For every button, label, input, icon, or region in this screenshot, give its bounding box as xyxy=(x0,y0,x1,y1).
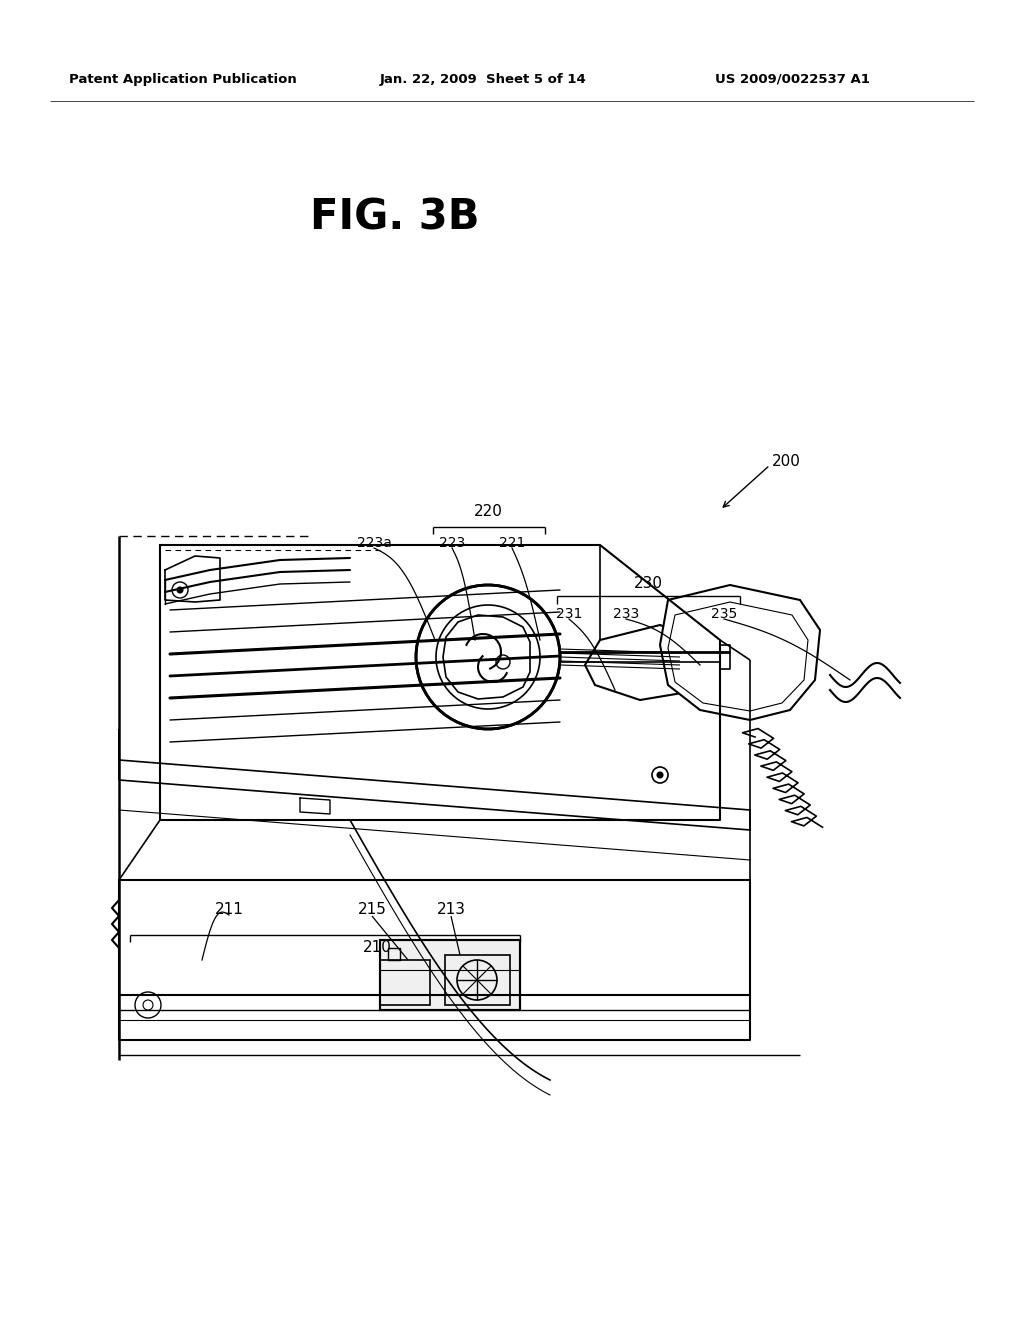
Text: 223a: 223a xyxy=(356,536,391,550)
Circle shape xyxy=(657,772,663,777)
Text: Patent Application Publication: Patent Application Publication xyxy=(70,73,297,86)
Text: 215: 215 xyxy=(357,903,386,917)
Polygon shape xyxy=(585,624,720,700)
Circle shape xyxy=(177,587,183,593)
Polygon shape xyxy=(660,585,820,719)
Text: 233: 233 xyxy=(613,607,639,620)
Text: FIG. 3B: FIG. 3B xyxy=(310,197,480,239)
Text: Jan. 22, 2009  Sheet 5 of 14: Jan. 22, 2009 Sheet 5 of 14 xyxy=(380,73,587,86)
Text: US 2009/0022537 A1: US 2009/0022537 A1 xyxy=(715,73,869,86)
Polygon shape xyxy=(380,940,520,1010)
Text: 230: 230 xyxy=(634,577,663,591)
Text: 213: 213 xyxy=(436,903,466,917)
Text: 223: 223 xyxy=(439,536,465,550)
Text: 235: 235 xyxy=(711,607,737,620)
Text: 220: 220 xyxy=(473,504,503,520)
Text: 231: 231 xyxy=(556,607,583,620)
Text: 200: 200 xyxy=(771,454,801,470)
Text: 210: 210 xyxy=(362,940,391,954)
Text: 221: 221 xyxy=(499,536,525,550)
Text: 211: 211 xyxy=(215,903,244,917)
